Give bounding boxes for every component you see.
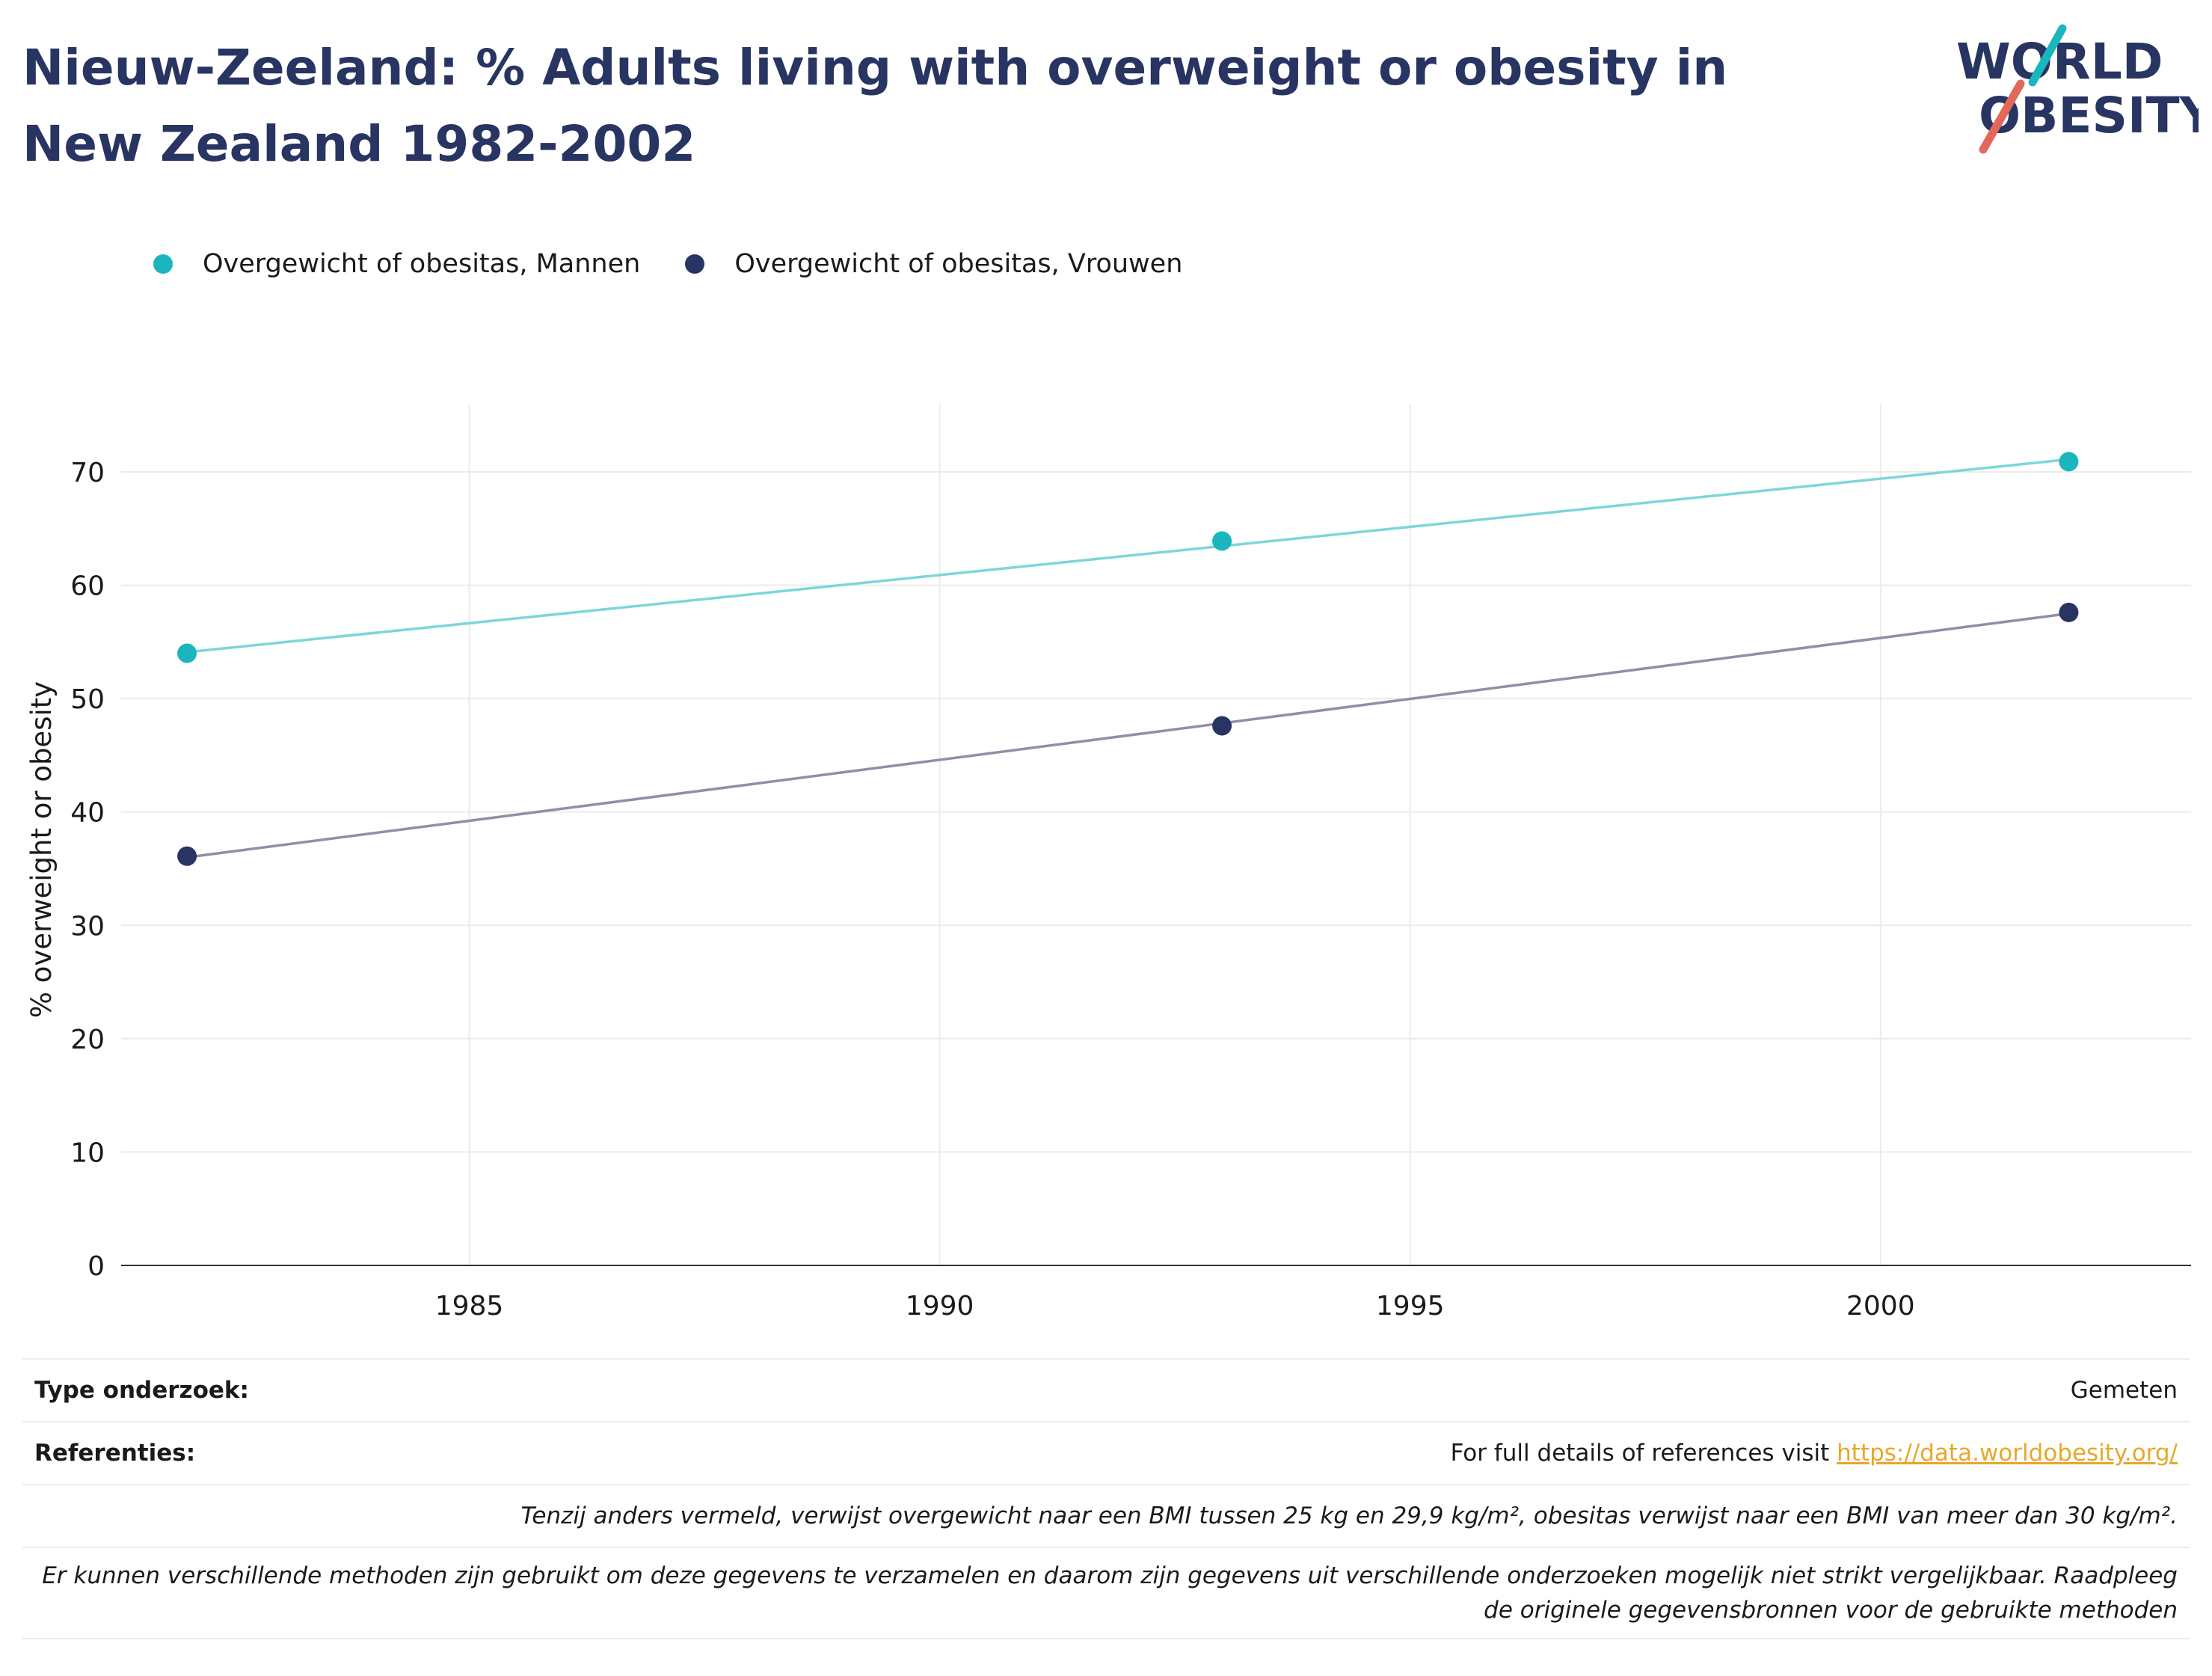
chart-series [177,452,2079,866]
y-tick-label: 10 [70,1138,105,1168]
x-tick-label: 1985 [435,1291,504,1322]
y-axis-ticks: 0 10 20 30 40 50 60 70 [70,458,105,1282]
study-type-label: Type onderzoek: [34,1377,249,1404]
logo-slash-red [1979,79,2025,154]
y-tick-label: 20 [70,1025,105,1055]
x-tick-label: 1995 [1376,1291,1445,1322]
legend-marker-women [685,254,705,274]
world-obesity-logo: WORLD OBESITY [1956,24,2199,154]
logo-text-world: WORLD [1956,33,2163,90]
references-link[interactable]: https://data.worldobesity.org/ [1837,1440,2178,1467]
legend-marker-men [153,254,173,274]
legend-label-men: Overgewicht of obesitas, Mannen [203,249,641,279]
chart-grid [121,404,2191,1265]
x-tick-label: 2000 [1846,1291,1915,1322]
legend-item-men[interactable]: Overgewicht of obesitas, Mannen [153,249,640,279]
y-tick-label: 50 [70,684,105,715]
definition-note: Tenzij anders vermeld, verwijst overgewi… [520,1502,2178,1529]
chart-legend: Overgewicht of obesitas, Mannen Overgewi… [153,245,1227,283]
references-row: Referenties: For full details of referen… [22,1421,2190,1484]
data-point-women [177,846,197,866]
x-axis-ticks: 1985 1990 1995 2000 [435,1291,1915,1322]
data-point-men [177,643,197,663]
data-point-men [2059,452,2079,472]
references-text: For full details of references visit [1450,1440,1837,1467]
y-tick-label: 0 [87,1251,105,1282]
legend-label-women: Overgewicht of obesitas, Vrouwen [734,249,1183,279]
logo-slash-teal [2028,24,2067,87]
y-tick-label: 40 [70,798,105,829]
page-title: Nieuw-Zeeland: % Adults living with over… [22,39,1728,173]
definition-note-row: Tenzij anders vermeld, verwijst overgewi… [22,1484,2190,1547]
line-chart: 0 10 20 30 40 50 60 70 1985 1990 1995 2000 % overw… [25,404,2191,1322]
data-point-men [1212,531,1232,551]
study-type-row: Type onderzoek: Gemeten [22,1358,2190,1421]
y-tick-label: 60 [70,571,105,602]
study-type-value: Gemeten [2070,1377,2178,1404]
methods-note-row: Er kunnen verschillende methoden zijn ge… [22,1547,2190,1639]
trend-line-women [186,612,2069,859]
chart-footer: Type onderzoek: Gemeten Referenties: For… [22,1358,2190,1639]
y-tick-label: 30 [70,911,105,942]
y-tick-label: 70 [70,458,105,488]
references-label: Referenties: [34,1440,196,1467]
references-value: For full details of references visit htt… [1451,1440,2178,1467]
data-point-women [2059,602,2079,622]
x-tick-label: 1990 [906,1291,974,1322]
data-point-women [1212,716,1232,736]
trend-line-men [186,458,2069,654]
methods-note: Er kunnen verschillende methoden zijn ge… [42,1562,2178,1624]
legend-item-women[interactable]: Overgewicht of obesitas, Vrouwen [685,249,1182,279]
y-axis-label: % overweight or obesity [25,681,58,1018]
